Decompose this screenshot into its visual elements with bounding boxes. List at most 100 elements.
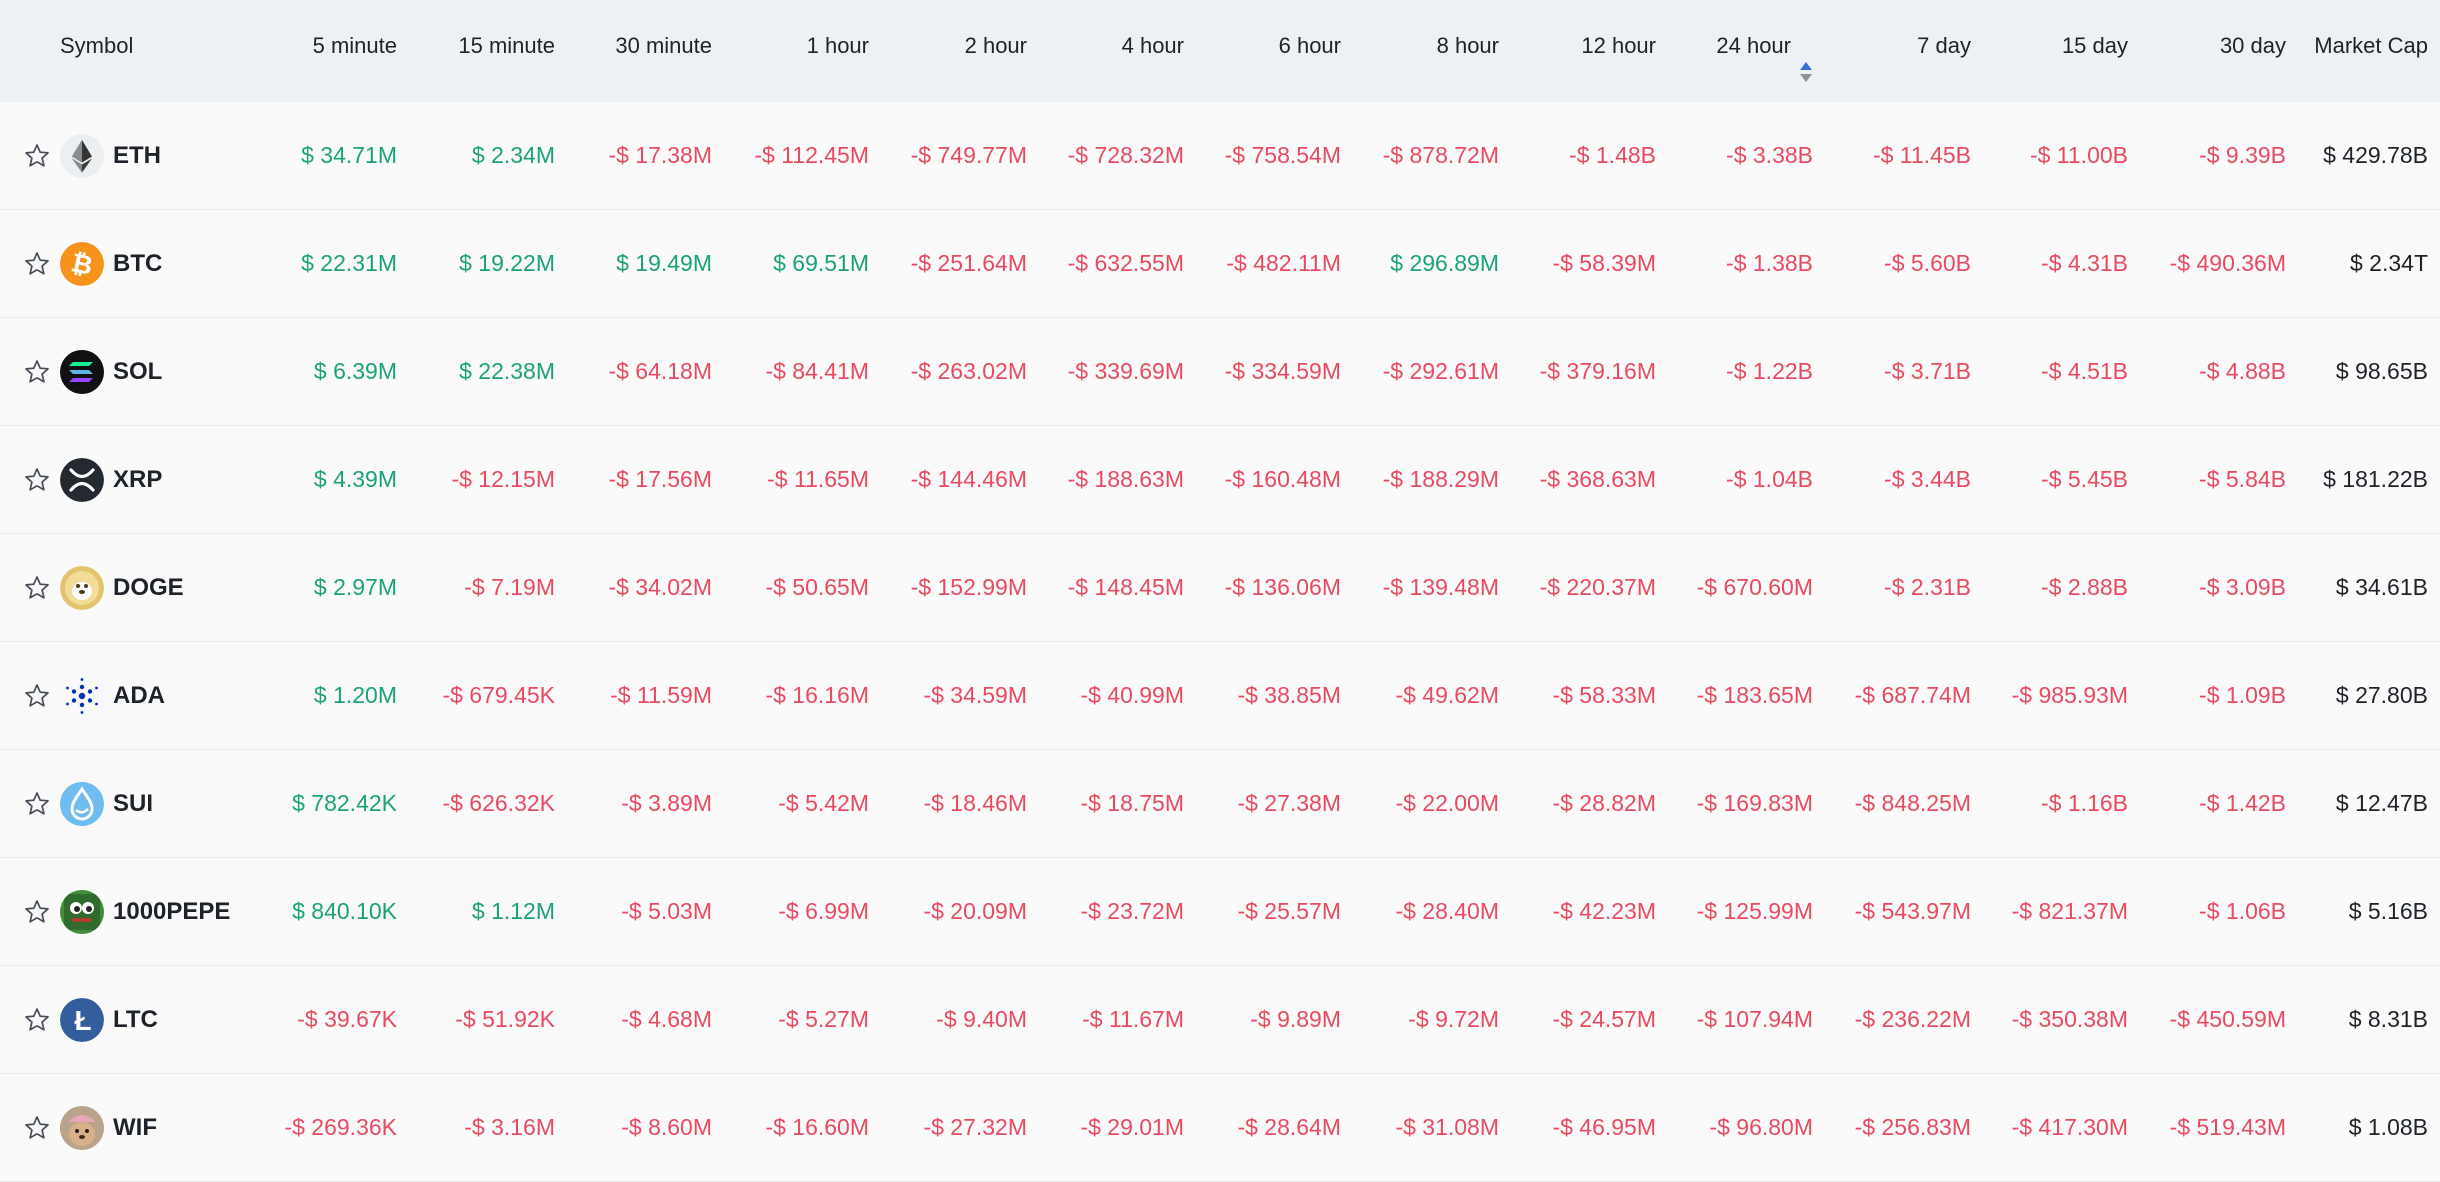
favorite-star-icon[interactable] — [22, 681, 52, 711]
netflow-value: -$ 9.40M — [936, 1006, 1027, 1032]
header-col-2-hour[interactable]: 2 hour — [877, 0, 1027, 92]
netflow-value: -$ 4.31B — [2041, 250, 2128, 276]
table-row[interactable]: ADA $ 1.20M -$ 679.45K -$ 11.59M -$ 16.16M -$… — [0, 642, 2440, 750]
netflow-value: -$ 16.60M — [765, 1114, 869, 1140]
header-col-12-hour[interactable]: 12 hour — [1506, 0, 1656, 92]
favorite-star-icon[interactable] — [22, 249, 52, 279]
netflow-value: -$ 626.32K — [442, 790, 555, 816]
table-row[interactable]: SUI $ 782.42K -$ 626.32K -$ 3.89M -$ 5.42M -$… — [0, 750, 2440, 858]
netflow-value: -$ 11.65M — [767, 466, 869, 492]
netflow-value: -$ 519.43M — [2169, 1114, 2286, 1140]
table-row[interactable]: SOL $ 6.39M $ 22.38M -$ 64.18M -$ 84.41M -$ 2… — [0, 318, 2440, 426]
netflow-value: -$ 7.19M — [464, 574, 555, 600]
coin-symbol[interactable]: ETH — [113, 142, 161, 169]
netflow-value: -$ 50.65M — [765, 574, 869, 600]
netflow-value: -$ 1.38B — [1726, 250, 1813, 276]
coin-symbol[interactable]: WIF — [113, 1114, 157, 1141]
netflow-value: -$ 1.09B — [2199, 682, 2286, 708]
netflow-value: -$ 3.44B — [1884, 466, 1971, 492]
netflow-value: -$ 8.60M — [621, 1114, 712, 1140]
table-row[interactable]: DOGE $ 2.97M -$ 7.19M -$ 34.02M -$ 50.65M -$ … — [0, 534, 2440, 642]
sui-icon — [60, 782, 104, 826]
netflow-value: -$ 6.99M — [778, 898, 869, 924]
netflow-value: -$ 4.51B — [2041, 358, 2128, 384]
header-col-15-minute[interactable]: 15 minute — [405, 0, 555, 92]
netflow-value: -$ 107.94M — [1696, 1006, 1813, 1032]
coin-symbol[interactable]: BTC — [113, 250, 163, 277]
header-col-5-minute[interactable]: 5 minute — [247, 0, 397, 92]
market-cap-value: $ 98.65B — [2335, 358, 2428, 384]
netflow-value: -$ 632.55M — [1067, 250, 1184, 276]
netflow-value: -$ 5.60B — [1884, 250, 1971, 276]
netflow-value: $ 69.51M — [773, 250, 869, 276]
coin-symbol[interactable]: 1000PEPE — [113, 898, 231, 925]
netflow-value: -$ 220.37M — [1539, 574, 1656, 600]
netflow-value: -$ 450.59M — [2169, 1006, 2286, 1032]
table-row[interactable]: ₿ BTC $ 22.31M $ 19.22M $ 19.49M $ 69.51M -$ 2… — [0, 210, 2440, 318]
netflow-value: $ 1.20M — [313, 682, 397, 708]
netflow-value: -$ 1.04B — [1726, 466, 1813, 492]
netflow-value: -$ 543.97M — [1854, 898, 1971, 924]
table-row[interactable]: ETH $ 34.71M $ 2.34M -$ 17.38M -$ 112.45M -$ … — [0, 102, 2440, 210]
netflow-value: -$ 169.83M — [1696, 790, 1813, 816]
netflow-value: -$ 11.00B — [2029, 142, 2128, 168]
coin-symbol[interactable]: ADA — [113, 682, 165, 709]
header-col-label: 2 hour — [964, 33, 1027, 58]
netflow-value: -$ 20.09M — [923, 898, 1027, 924]
header-col-15-day[interactable]: 15 day — [1978, 0, 2128, 92]
favorite-star-icon[interactable] — [22, 357, 52, 387]
table-row[interactable]: XRP $ 4.39M -$ 12.15M -$ 17.56M -$ 11.65M -$ … — [0, 426, 2440, 534]
header-col-label: 15 day — [2061, 33, 2128, 58]
netflow-value: -$ 758.54M — [1224, 142, 1341, 168]
favorite-star-icon[interactable] — [22, 465, 52, 495]
header-col-24-hour[interactable]: 24 hour — [1639, 0, 1813, 92]
header-col-1-hour[interactable]: 1 hour — [719, 0, 869, 92]
pepe-icon — [60, 890, 104, 934]
header-col-30-minute[interactable]: 30 minute — [562, 0, 712, 92]
header-col-30-day[interactable]: 30 day — [2136, 0, 2286, 92]
netflow-value: $ 22.38M — [459, 358, 555, 384]
coin-symbol[interactable]: XRP — [113, 466, 163, 493]
header-col-label: 12 hour — [1581, 33, 1656, 58]
table-row[interactable]: WIF -$ 269.36K -$ 3.16M -$ 8.60M -$ 16.60M -$… — [0, 1074, 2440, 1182]
coin-symbol[interactable]: SUI — [113, 790, 154, 817]
netflow-value: -$ 2.88B — [2041, 574, 2128, 600]
favorite-star-icon[interactable] — [22, 789, 52, 819]
netflow-value: -$ 18.46M — [923, 790, 1027, 816]
netflow-value: -$ 148.45M — [1067, 574, 1184, 600]
netflow-value: -$ 350.38M — [2011, 1006, 2128, 1032]
netflow-value: -$ 3.71B — [1884, 358, 1971, 384]
header-col-8-hour[interactable]: 8 hour — [1349, 0, 1499, 92]
coin-symbol[interactable]: SOL — [113, 358, 163, 385]
header-col-7-day[interactable]: 7 day — [1821, 0, 1971, 92]
header-col-4-hour[interactable]: 4 hour — [1034, 0, 1184, 92]
header-symbol[interactable]: Symbol — [60, 33, 134, 58]
table-header: Symbol 5 minute 15 minute 30 minute 1 hour 2… — [0, 0, 2440, 103]
wif-icon — [60, 1106, 104, 1150]
netflow-value: -$ 11.67M — [1082, 1006, 1184, 1032]
netflow-value: $ 2.34M — [471, 142, 555, 168]
netflow-value: $ 19.22M — [459, 250, 555, 276]
coin-symbol[interactable]: LTC — [113, 1006, 158, 1033]
netflow-value: -$ 25.57M — [1237, 898, 1341, 924]
netflow-value: -$ 269.36K — [284, 1114, 397, 1140]
netflow-value: -$ 292.61M — [1382, 358, 1499, 384]
favorite-star-icon[interactable] — [22, 141, 52, 171]
netflow-value: -$ 12.15M — [451, 466, 555, 492]
netflow-value: -$ 728.32M — [1067, 142, 1184, 168]
table-row[interactable]: 1000PEPE $ 840.10K $ 1.12M -$ 5.03M -$ 6.99M… — [0, 858, 2440, 966]
header-col-market-cap[interactable]: Market Cap — [2278, 0, 2428, 92]
header-col-6-hour[interactable]: 6 hour — [1191, 0, 1341, 92]
favorite-star-icon[interactable] — [22, 1005, 52, 1035]
table-row[interactable]: Ł LTC -$ 39.67K -$ 51.92K -$ 4.68M -$ 5.27M -$… — [0, 966, 2440, 1074]
netflow-value: $ 19.49M — [616, 250, 712, 276]
favorite-star-icon[interactable] — [22, 1113, 52, 1143]
coin-symbol[interactable]: DOGE — [113, 574, 184, 601]
netflow-value: -$ 34.59M — [923, 682, 1027, 708]
favorite-star-icon[interactable] — [22, 897, 52, 927]
favorite-star-icon[interactable] — [22, 573, 52, 603]
netflow-value: -$ 3.16M — [464, 1114, 555, 1140]
netflow-value: -$ 27.32M — [923, 1114, 1027, 1140]
netflow-value: -$ 139.48M — [1382, 574, 1499, 600]
sort-icon[interactable] — [1799, 32, 1813, 83]
